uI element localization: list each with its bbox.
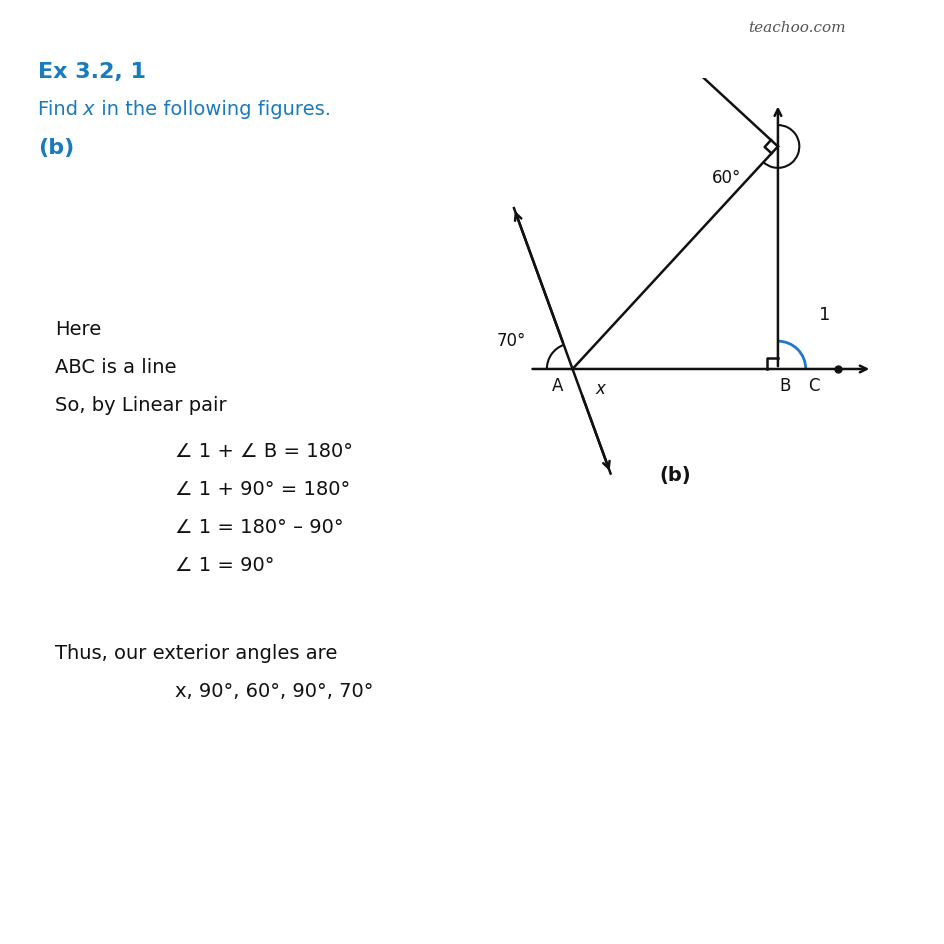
Text: (b): (b)	[659, 465, 690, 484]
Text: ∠ 1 = 90°: ∠ 1 = 90°	[175, 555, 274, 574]
Text: x, 90°, 60°, 90°, 70°: x, 90°, 60°, 90°, 70°	[175, 682, 373, 700]
Text: Thus, our exterior angles are: Thus, our exterior angles are	[55, 643, 337, 663]
Text: Find: Find	[38, 100, 84, 119]
Text: x: x	[595, 379, 604, 397]
Text: (b): (b)	[38, 138, 75, 158]
Text: 1: 1	[818, 306, 830, 324]
Text: 70°: 70°	[496, 331, 525, 349]
Text: 60°: 60°	[711, 169, 740, 187]
Text: x: x	[83, 100, 94, 119]
Text: B: B	[778, 377, 789, 395]
Text: C: C	[807, 377, 818, 395]
Text: Here: Here	[55, 320, 101, 339]
Text: ∠ 1 + ∠ B = 180°: ∠ 1 + ∠ B = 180°	[175, 442, 353, 461]
Text: So, by Linear pair: So, by Linear pair	[55, 396, 227, 414]
Text: ∠ 1 + 90° = 180°: ∠ 1 + 90° = 180°	[175, 480, 350, 498]
Text: teachoo.com: teachoo.com	[748, 21, 845, 35]
Text: ABC is a line: ABC is a line	[55, 358, 177, 377]
Text: Ex 3.2, 1: Ex 3.2, 1	[38, 62, 145, 82]
Text: ∠ 1 = 180° – 90°: ∠ 1 = 180° – 90°	[175, 517, 344, 536]
Text: A: A	[551, 377, 563, 395]
Text: in the following figures.: in the following figures.	[95, 100, 330, 119]
